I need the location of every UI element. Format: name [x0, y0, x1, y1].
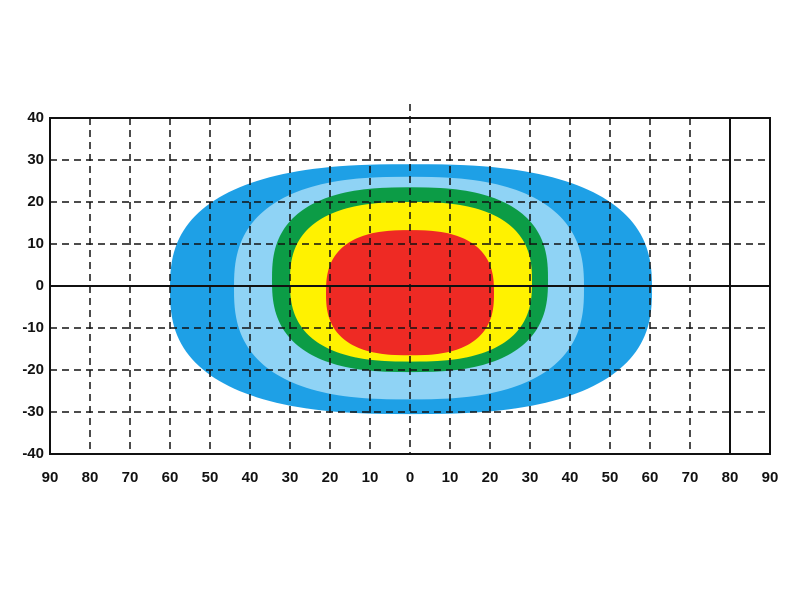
x-tick-label: 10	[362, 469, 379, 486]
beam-zone	[326, 230, 494, 356]
x-tick-label: 30	[282, 469, 299, 486]
y-tick-label: 0	[36, 277, 44, 294]
x-tick-label: 80	[82, 469, 99, 486]
y-tick-label: 40	[27, 109, 44, 126]
y-tick-label: 30	[27, 151, 44, 168]
y-tick-label: 10	[27, 235, 44, 252]
x-tick-label: 20	[322, 469, 339, 486]
x-tick-label: 50	[602, 469, 619, 486]
x-tick-label: 80	[722, 469, 739, 486]
x-tick-label: 40	[242, 469, 259, 486]
x-tick-label: 60	[642, 469, 659, 486]
y-tick-label: -30	[22, 403, 44, 420]
x-tick-label: 30	[522, 469, 539, 486]
x-tick-label: 70	[682, 469, 699, 486]
y-tick-label: -20	[22, 361, 44, 378]
x-tick-label: 40	[562, 469, 579, 486]
x-tick-label: 0	[406, 469, 414, 486]
x-tick-label: 90	[762, 469, 779, 486]
x-tick-label: 10	[442, 469, 459, 486]
plot-frame	[49, 117, 771, 455]
x-tick-label: 50	[202, 469, 219, 486]
y-tick-label: 20	[27, 193, 44, 210]
x-tick-label: 70	[122, 469, 139, 486]
y-tick-label: -40	[22, 445, 44, 462]
x-tick-label: 60	[162, 469, 179, 486]
y-tick-label: -10	[22, 319, 44, 336]
x-tick-label: 90	[42, 469, 59, 486]
x-tick-label: 20	[482, 469, 499, 486]
